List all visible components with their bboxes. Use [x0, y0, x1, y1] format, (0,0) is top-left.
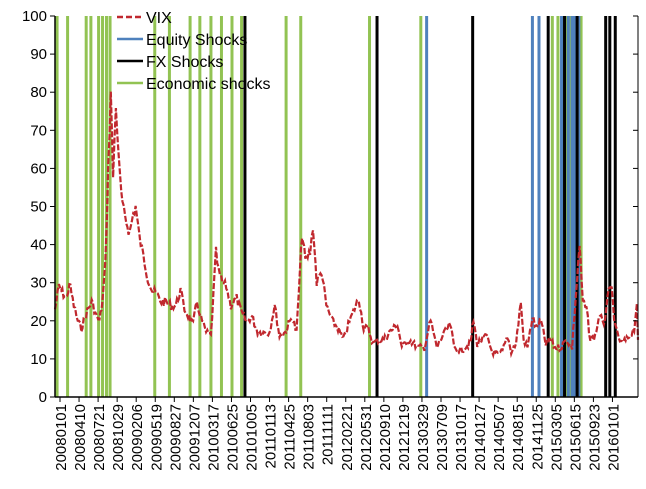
y-tick-label: 100 [22, 8, 47, 25]
x-tick-label: 20120531 [358, 404, 375, 471]
x-tick-label: 20081029 [110, 404, 127, 471]
legend: VIX Equity Shocks FX Shocks Economic shocks [117, 10, 271, 93]
x-tick-label: 20110425 [282, 404, 299, 470]
x-tick-label: 20100317 [205, 404, 222, 471]
y-tick-label: 20 [30, 313, 47, 330]
y-axis-tick-labels: 0 10 20 30 40 50 60 70 80 90 100 [22, 8, 47, 406]
y-tick-label: 40 [30, 237, 47, 254]
x-tick-label: 20090519 [148, 404, 165, 471]
x-tick-label: 20111111 [320, 404, 337, 465]
x-tick-label: 20080101 [53, 404, 70, 471]
shock-lines [55, 16, 617, 397]
x-tick-label: 20120910 [377, 404, 394, 471]
y-tick-label: 90 [30, 46, 47, 63]
x-tick-label: 20130709 [434, 404, 451, 471]
axes [50, 15, 639, 402]
x-tick-label: 20091207 [186, 404, 203, 471]
y-tick-label: 60 [30, 160, 47, 177]
x-tick-label: 20121219 [396, 404, 413, 471]
x-axis-tick-labels: 20080101 20080410 20080721 20081029 20090206… [53, 404, 622, 471]
y-tick-label: 30 [30, 275, 47, 292]
x-tick-label: 20100625 [224, 404, 241, 471]
x-tick-label: 20150615 [567, 404, 584, 471]
y-tick-label: 50 [30, 199, 47, 216]
x-tick-label: 20090206 [129, 404, 146, 471]
x-tick-label: 20080410 [72, 404, 89, 471]
x-tick-label: 20150305 [548, 404, 565, 471]
x-tick-label: 20150923 [586, 404, 603, 471]
y-tick-label: 80 [30, 84, 47, 101]
x-tick-label: 20131017 [453, 404, 470, 471]
y-tick-label: 10 [30, 351, 47, 368]
x-tick-label: 20080721 [91, 404, 108, 471]
x-tick-label: 20110803 [301, 404, 318, 470]
x-tick-label: 20120221 [339, 404, 356, 471]
y-tick-label: 0 [39, 389, 47, 406]
x-tick-label: 20090827 [167, 404, 184, 471]
x-tick-label: 20140127 [472, 404, 489, 471]
vix-line [53, 91, 640, 360]
x-tick-label: 20110113 [263, 404, 280, 469]
legend-label: Equity Shocks [146, 32, 247, 49]
x-tick-label: 20141125 [529, 404, 546, 470]
legend-label: FX Shocks [146, 54, 223, 71]
x-tick-label: 20160101 [605, 404, 622, 471]
x-tick-label: 20101005 [244, 404, 261, 471]
legend-label: Economic shocks [146, 76, 271, 93]
x-tick-label: 20130329 [415, 404, 432, 471]
vix-series [53, 91, 640, 360]
x-tick-label: 20140815 [510, 404, 527, 471]
y-tick-label: 70 [30, 122, 47, 139]
legend-label: VIX [146, 10, 172, 27]
x-tick-label: 20140507 [491, 404, 508, 471]
